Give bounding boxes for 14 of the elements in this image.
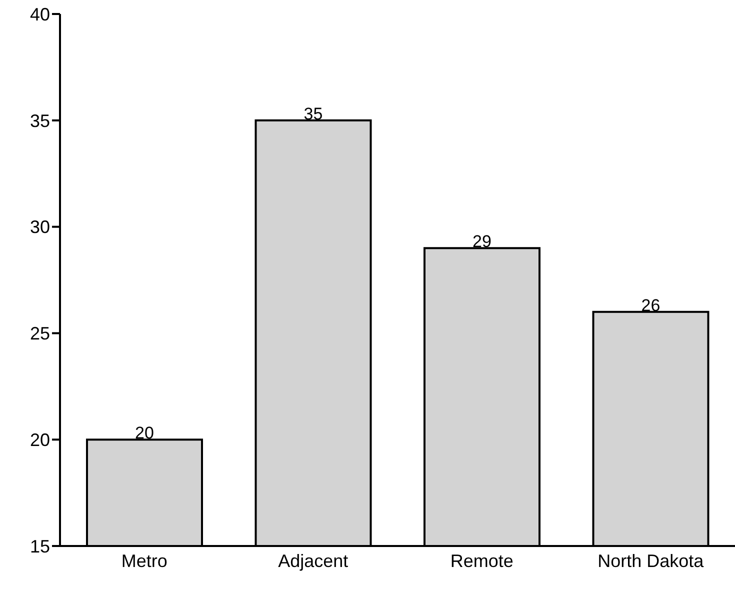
x-tick-label: North Dakota — [598, 550, 705, 571]
y-tick-label: 25 — [30, 324, 50, 344]
y-tick-label: 30 — [30, 217, 50, 238]
y-tick-label: 15 — [30, 536, 50, 556]
data-label: 29 — [472, 232, 492, 252]
x-tick-label: Remote — [450, 550, 514, 571]
y-tick-label: 35 — [30, 110, 50, 131]
x-tick-label: Metro — [121, 550, 168, 571]
data-label: 35 — [304, 104, 323, 124]
x-tick-label: Adjacent — [278, 550, 348, 571]
y-tick-label: 40 — [30, 4, 50, 24]
data-label: 20 — [135, 424, 154, 443]
y-tick-label: 20 — [30, 430, 50, 450]
data-label: 26 — [641, 296, 660, 315]
